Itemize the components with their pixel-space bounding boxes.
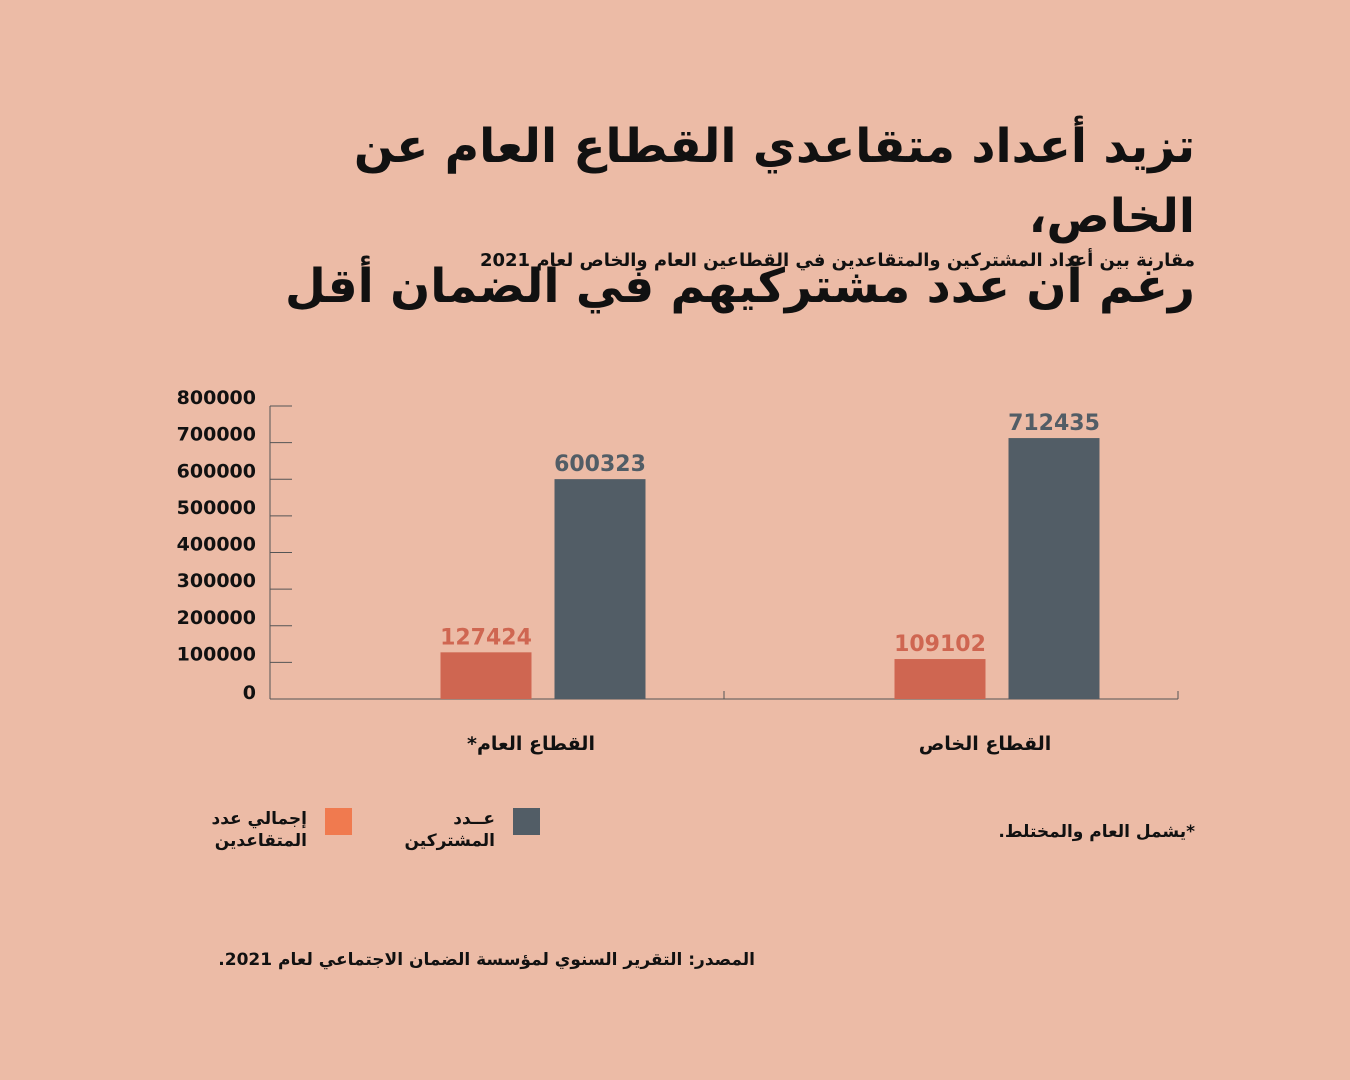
chart-title: تزيد أعداد متقاعدي القطاع العام عن الخاص… bbox=[195, 112, 1195, 322]
x-category-label: القطاع الخاص bbox=[919, 733, 1052, 755]
footnote: *يشمل العام والمختلط. bbox=[998, 822, 1195, 842]
data-label: 127424 bbox=[440, 625, 532, 650]
legend-label-subscribers: عــدد المشتركين bbox=[404, 809, 495, 851]
bar-subscribers bbox=[554, 479, 646, 699]
legend-item-subscribers: عــدد المشتركين bbox=[390, 808, 540, 852]
legend-swatch-retirees bbox=[325, 808, 352, 835]
y-tick-label: 800000 bbox=[177, 387, 256, 409]
bar-retirees bbox=[894, 659, 986, 699]
y-tick-label: 200000 bbox=[177, 607, 256, 629]
y-tick-label: 0 bbox=[243, 682, 256, 704]
x-category-label: القطاع العام* bbox=[467, 733, 595, 755]
chart-subtitle: مقارنة بين أعداد المشتركين والمتقاعدين ف… bbox=[479, 250, 1195, 271]
title-line-1: تزيد أعداد متقاعدي القطاع العام عن الخاص… bbox=[353, 119, 1195, 244]
y-tick-label: 400000 bbox=[177, 534, 256, 556]
bar-retirees bbox=[440, 652, 532, 699]
y-tick-label: 700000 bbox=[177, 424, 256, 446]
legend-label-retirees: إجمالي عدد المتقاعدين bbox=[211, 809, 307, 851]
data-label: 600323 bbox=[554, 452, 646, 477]
legend-item-retirees: إجمالي عدد المتقاعدين bbox=[177, 808, 352, 852]
y-tick-label: 100000 bbox=[177, 643, 256, 665]
source-note: المصدر: التقرير السنوي لمؤسسة الضمان الا… bbox=[218, 950, 755, 970]
data-label: 712435 bbox=[1008, 411, 1100, 436]
y-tick-label: 600000 bbox=[177, 460, 256, 482]
y-tick-label: 300000 bbox=[177, 570, 256, 592]
title-line-2: رغم أن عدد مشتركيهم في الضمان أقل bbox=[284, 259, 1195, 314]
y-tick-label: 500000 bbox=[177, 497, 256, 519]
legend-swatch-subscribers bbox=[513, 808, 540, 835]
bar-subscribers bbox=[1008, 438, 1100, 699]
data-label: 109102 bbox=[894, 632, 986, 657]
